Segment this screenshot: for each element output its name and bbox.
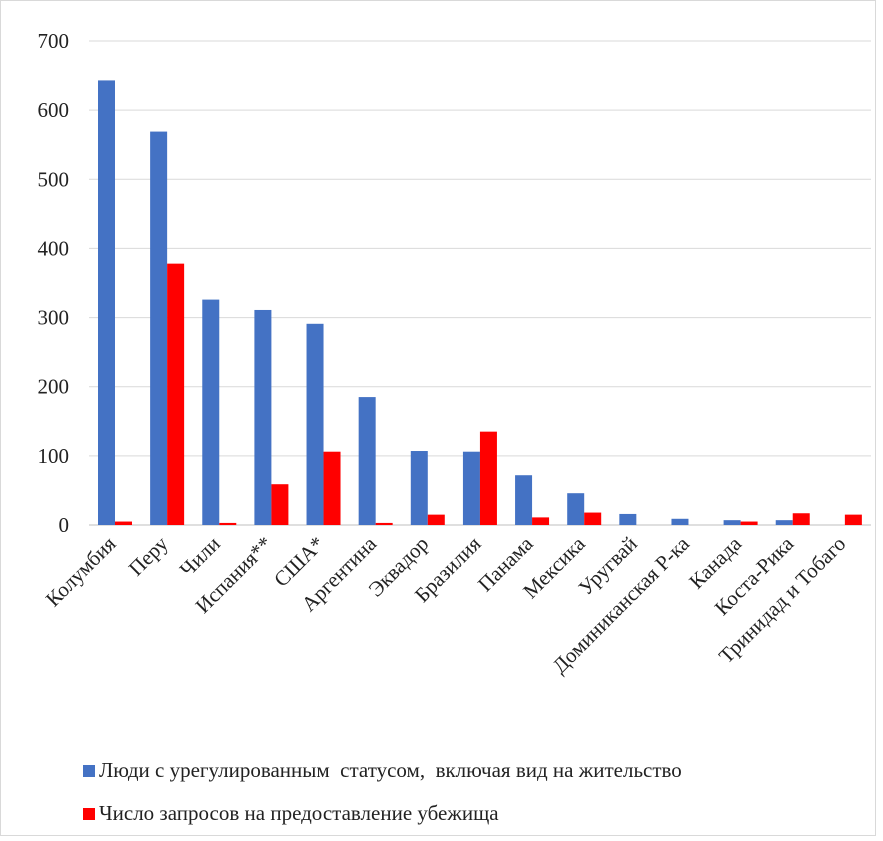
bar-residents: [202, 299, 220, 525]
bar-asylum: [532, 517, 550, 525]
y-tick-label: 0: [59, 513, 70, 537]
bar-residents: [775, 520, 793, 525]
bar-asylum: [844, 514, 862, 525]
bar-asylum: [427, 514, 445, 525]
y-tick-label: 200: [38, 375, 70, 399]
bar-asylum: [167, 263, 185, 525]
bar-residents: [671, 518, 689, 525]
bar-asylum: [219, 522, 237, 525]
bar-residents: [98, 80, 115, 525]
bar-asylum: [115, 521, 132, 525]
category-label: Перу: [124, 531, 173, 580]
bar-asylum: [323, 451, 341, 525]
bar-residents: [723, 520, 741, 525]
y-tick-label: 100: [38, 444, 70, 468]
bar-asylum: [740, 521, 758, 525]
bar-residents: [306, 323, 324, 525]
legend-item-asylum: Число запросов на предоставление убежища: [83, 801, 499, 826]
bar-asylum: [479, 431, 497, 525]
y-tick-label: 700: [38, 29, 70, 53]
legend-swatch-blue: [83, 764, 95, 777]
bar-asylum: [375, 522, 393, 525]
bar-asylum: [792, 513, 810, 525]
legend-swatch-red: [83, 807, 95, 820]
bar-residents: [410, 451, 428, 525]
bar-residents: [619, 513, 637, 525]
legend-label-residents: Люди с урегулированным статусом, включая…: [99, 758, 682, 782]
category-label: Колумбия: [41, 531, 121, 611]
bar-residents: [150, 131, 168, 525]
y-tick-label: 500: [38, 167, 70, 191]
bar-residents: [358, 397, 376, 525]
bar-asylum: [271, 484, 289, 525]
bar-residents: [567, 493, 585, 525]
bar-residents: [515, 475, 533, 525]
bar-residents: [462, 451, 480, 525]
y-tick-label: 600: [38, 98, 70, 122]
legend-item-residents: Люди с урегулированным статусом, включая…: [83, 758, 682, 783]
y-tick-label: 400: [38, 236, 70, 260]
bar-asylum: [584, 512, 602, 525]
bar-residents: [254, 309, 272, 525]
legend-label-asylum: Число запросов на предоставление убежища: [99, 801, 499, 825]
y-tick-label: 300: [38, 306, 70, 330]
